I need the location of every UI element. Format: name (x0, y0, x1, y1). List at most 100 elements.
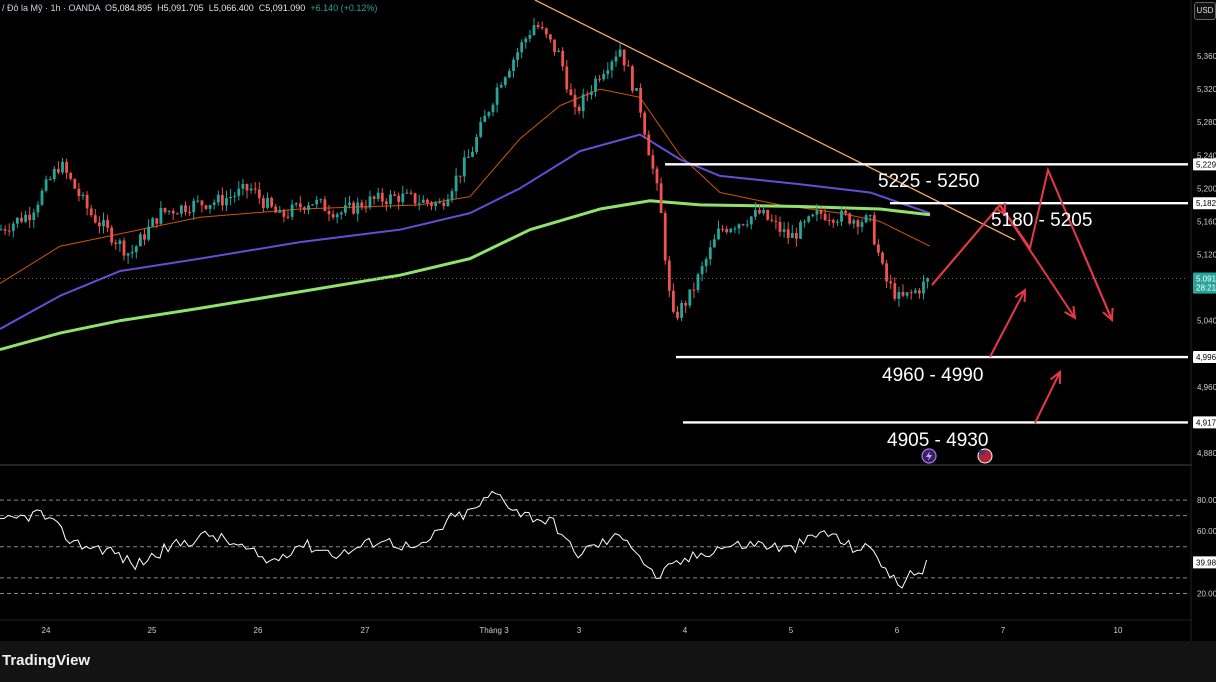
candle-body (163, 207, 167, 212)
price-tag-box (1193, 351, 1216, 364)
candle-body (758, 209, 761, 214)
candle-body (643, 112, 647, 135)
price-tick-label: 5,200 (1197, 184, 1216, 193)
candle-body (905, 292, 909, 296)
price-tick-label: 4,960 (1197, 383, 1216, 392)
candle-body (606, 70, 610, 75)
projection-arrows (931, 166, 1114, 424)
candle-body (81, 194, 85, 197)
price-tag-box (1193, 281, 1216, 294)
candle-body (380, 192, 384, 202)
price-axis: 5,360 5,320 5,280 5,240 5,200 5,160 5,120 5,040… (1193, 52, 1216, 458)
candle-body (508, 71, 511, 78)
symbol-title: / Đô la Mỹ · 1h · OANDA (2, 3, 101, 13)
time-tick-label: 27 (361, 626, 370, 635)
candle-body (360, 202, 364, 208)
candle-body (799, 222, 802, 239)
descending-trendline (534, 0, 1016, 241)
candle-body (795, 232, 798, 239)
candlesticks (0, 17, 929, 322)
price-tick-label: 5,160 (1197, 217, 1216, 226)
candle-body (667, 260, 671, 291)
candle-body (909, 292, 913, 294)
candle-body (93, 215, 97, 223)
candle-body (721, 228, 724, 230)
candle-body (836, 221, 839, 223)
candle-body (212, 202, 216, 206)
candle-body (28, 214, 32, 221)
candle-body (918, 290, 921, 294)
candle-body (725, 229, 729, 233)
candle-body (856, 220, 860, 227)
chart-canvas[interactable]: 80.00 60.00 20.00 39.98 5,360 5,320 5,280 5,24… (0, 0, 1216, 641)
ema-mid-line (0, 133, 931, 330)
candle-body (540, 27, 544, 29)
currency-button[interactable]: USD (1194, 2, 1216, 20)
candle-body (122, 240, 126, 256)
candle-body (430, 202, 433, 206)
candle-body (434, 202, 437, 206)
candle-body (245, 183, 249, 191)
candle-body (553, 39, 556, 52)
candle-body (651, 155, 655, 169)
arrow-up-from-support (989, 289, 1026, 358)
candle-body (85, 194, 89, 209)
time-tick-label: 25 (148, 626, 157, 635)
candle-body (73, 178, 77, 189)
candle-body (659, 183, 663, 214)
open-label: O (105, 3, 113, 13)
candle-body (868, 215, 872, 217)
candle-body (762, 210, 765, 214)
candle-body (458, 175, 462, 177)
candle-body (692, 289, 696, 291)
candle-body (98, 222, 101, 227)
price-tag-label: 4,917 (1196, 418, 1216, 427)
candle-body (819, 210, 823, 214)
arrow-down-right-1 (1079, 244, 1113, 321)
candle-body (897, 292, 901, 299)
candle-body (266, 197, 269, 208)
rsi-tick-label: 80.00 (1197, 496, 1216, 505)
footer-bar (0, 641, 1216, 682)
candle-body (577, 106, 581, 112)
high-value: 5,091.705 (163, 3, 204, 13)
arrow-up-from-lower-support (1034, 371, 1061, 424)
candle-body (319, 199, 323, 201)
price-tick-label: 5,320 (1197, 85, 1216, 94)
candle-body (860, 222, 864, 227)
price-tick-label: 5,120 (1197, 251, 1216, 260)
candle-body (803, 221, 806, 223)
candle-body (290, 204, 294, 217)
candle-body (11, 223, 15, 231)
candle-body (40, 190, 44, 205)
rsi-tick-label: 60.00 (1197, 527, 1216, 536)
candle-body (188, 211, 191, 213)
zone-label-1: 5225 - 5250 (878, 171, 980, 192)
rsi-value-label: 39.98 (1196, 558, 1216, 567)
candle-body (885, 263, 888, 282)
arrow-up-to-resistance-head (994, 202, 1007, 218)
candle-body (807, 216, 811, 222)
candle-body (733, 228, 737, 230)
candle-body (520, 42, 524, 53)
candle-body (389, 194, 392, 205)
arrow-up-from-lower-support-head (1049, 369, 1062, 385)
candle-body (139, 234, 142, 247)
price-tag-box (1193, 197, 1216, 210)
candle-body (192, 200, 196, 213)
candle-body (549, 34, 552, 40)
candle-body (77, 188, 81, 197)
candle-body (278, 210, 282, 213)
time-tick-label: 3 (577, 626, 582, 635)
support-resistance-lines (0, 163, 1188, 424)
candle-body (344, 205, 347, 213)
candle-body (32, 212, 36, 221)
zone-label-2: 5180 - 5205 (991, 210, 1093, 231)
candle-body (840, 210, 843, 222)
candle-body (147, 226, 150, 240)
price-tag-label: 5,091 (1196, 274, 1216, 283)
candle-body (397, 195, 401, 203)
change-value: +6.140 (+0.12%) (310, 3, 378, 13)
candle-body (134, 246, 138, 253)
candle-body (889, 281, 893, 284)
